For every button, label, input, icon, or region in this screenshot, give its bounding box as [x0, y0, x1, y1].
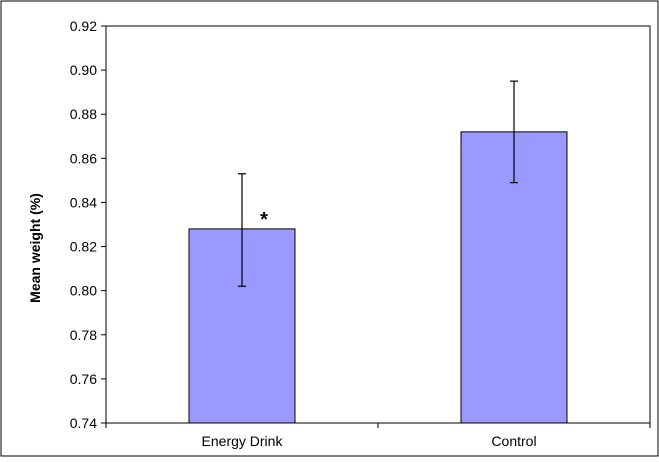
y-axis-title: Mean weight (%): [27, 193, 43, 303]
x-category-label: Control: [491, 433, 536, 449]
x-category-label: Energy Drink: [202, 433, 284, 449]
y-tick-label: 0.86: [70, 150, 97, 166]
y-tick-label: 0.84: [70, 194, 97, 210]
y-tick-label: 0.78: [70, 327, 97, 343]
y-tick-label: 0.74: [70, 415, 97, 431]
y-tick-label: 0.82: [70, 239, 97, 255]
y-tick-label: 0.90: [70, 62, 97, 78]
y-tick-label: 0.80: [70, 283, 97, 299]
y-tick-label: 0.88: [70, 106, 97, 122]
significance-marker: *: [260, 209, 268, 231]
y-tick-label: 0.76: [70, 371, 97, 387]
y-tick-label: 0.92: [70, 18, 97, 34]
